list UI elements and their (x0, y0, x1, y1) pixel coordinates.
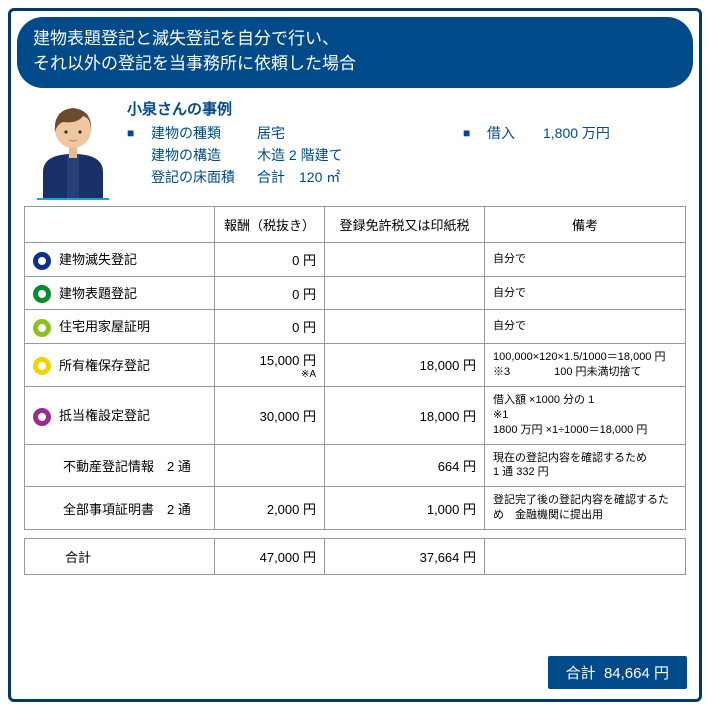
table-header-row: 報酬（税抜き） 登録免許税又は印紙税 備考 (25, 207, 686, 243)
row-name-cell: 抵当権設定登記 (25, 386, 215, 444)
col-fee: 報酬（税抜き） (215, 207, 325, 243)
row-note: 登記完了後の登記内容を確認するため 金融機関に提出用 (485, 487, 686, 530)
header-line1: 建物表題登記と滅失登記を自分で行い、 (33, 29, 339, 48)
table-row: 住宅用家屋証明 0 円 自分で (25, 310, 686, 344)
bullet-icon: ■ (463, 123, 481, 143)
row-name-cell: 不動産登記情報 2 通 (25, 444, 215, 487)
row-tax: 1,000 円 (325, 487, 485, 530)
row-tax (325, 276, 485, 310)
row-fee: 2,000 円 (215, 487, 325, 530)
table-row: 所有権保存登記 15,000 円※A18,000 円100,000×120×1.5… (25, 343, 686, 386)
row-name: 所有権保存登記 (59, 358, 150, 373)
circle-icon (33, 285, 51, 303)
case-label: 建物の構造 (151, 145, 251, 165)
table-row: 抵当権設定登記 30,000 円18,000 円借入額 ×1000 分の 1※11… (25, 386, 686, 444)
fee-table: 報酬（税抜き） 登録免許税又は印紙税 備考 建物滅失登記0 円自分で建物表題登記… (24, 206, 686, 530)
case-section: 小泉さんの事例 ■ 建物の種類 居宅 建物の構造 木造 2 階建て 登記の床面積… (11, 88, 699, 206)
sum-table: 合計 47,000 円 37,664 円 (24, 538, 686, 575)
header-banner: 建物表題登記と滅失登記を自分で行い、 それ以外の登記を当事務所に依頼した場合 (17, 17, 693, 88)
bullet-icon: ■ (127, 123, 145, 143)
document-frame: 建物表題登記と滅失登記を自分で行い、 それ以外の登記を当事務所に依頼した場合 小… (8, 8, 702, 702)
row-fee (215, 444, 325, 487)
row-tax: 18,000 円 (325, 386, 485, 444)
case-label: 借入 (487, 123, 537, 143)
row-note: 自分で (485, 276, 686, 310)
total-label: 合計 (566, 665, 596, 682)
row-fee: 0 円 (215, 310, 325, 344)
row-name-cell: 所有権保存登記 (25, 343, 215, 386)
row-tax: 664 円 (325, 444, 485, 487)
case-value: 木造 2 階建て (257, 145, 463, 165)
col-note: 備考 (485, 207, 686, 243)
sum-label: 合計 (25, 538, 215, 574)
table-row: 建物表題登記 0 円 自分で (25, 276, 686, 310)
row-name: 抵当権設定登記 (59, 408, 150, 423)
case-title: 小泉さんの事例 (123, 98, 687, 119)
row-name: 不動産登記情報 2 通 (33, 456, 191, 475)
case-right-block: ■ 借入 1,800 万円 (463, 123, 610, 187)
row-name-cell: 住宅用家屋証明 (25, 310, 215, 344)
row-tax (325, 243, 485, 277)
row-note: 借入額 ×1000 分の 1※11800 万円 ×1÷1000＝18,000 円 (485, 386, 686, 444)
row-note: 100,000×120×1.5/1000＝18,000 円※3 100 円未満切… (485, 343, 686, 386)
table-row: 不動産登記情報 2 通 664 円現在の登記内容を確認するため1 通 332 円 (25, 444, 686, 487)
row-name: 住宅用家屋証明 (59, 319, 150, 334)
circle-icon (33, 408, 51, 426)
row-note: 自分で (485, 243, 686, 277)
sum-fee: 47,000 円 (215, 538, 325, 574)
sum-row: 合計 47,000 円 37,664 円 (25, 538, 686, 574)
row-name-cell: 建物表題登記 (25, 276, 215, 310)
row-fee: 30,000 円 (215, 386, 325, 444)
circle-icon (33, 319, 51, 337)
circle-icon (33, 357, 51, 375)
row-fee-sub: ※A (223, 369, 316, 380)
row-fee: 15,000 円※A (215, 343, 325, 386)
case-left-block: ■ 建物の種類 居宅 建物の構造 木造 2 階建て 登記の床面積 合計 120 … (123, 123, 463, 187)
case-value: 合計 120 ㎡ (257, 167, 463, 187)
row-note: 現在の登記内容を確認するため1 通 332 円 (485, 444, 686, 487)
avatar-icon (29, 96, 117, 200)
case-label: 登記の床面積 (151, 167, 251, 187)
avatar-box (23, 96, 123, 200)
circle-icon (33, 252, 51, 270)
row-name-cell: 全部事項証明書 2 通 (25, 487, 215, 530)
col-name (25, 207, 215, 243)
row-name-cell: 建物滅失登記 (25, 243, 215, 277)
sum-note (485, 538, 686, 574)
total-value: 84,664 円 (604, 665, 669, 682)
row-note: 自分で (485, 310, 686, 344)
row-tax (325, 310, 485, 344)
row-tax: 18,000 円 (325, 343, 485, 386)
total-badge: 合計 84,664 円 (548, 656, 687, 689)
case-grid: ■ 建物の種類 居宅 建物の構造 木造 2 階建て 登記の床面積 合計 120 … (123, 123, 687, 187)
row-fee: 0 円 (215, 243, 325, 277)
row-name: 建物表題登記 (59, 286, 137, 301)
case-info: 小泉さんの事例 ■ 建物の種類 居宅 建物の構造 木造 2 階建て 登記の床面積… (123, 96, 687, 200)
row-name: 全部事項証明書 2 通 (33, 499, 191, 518)
header-line2: それ以外の登記を当事務所に依頼した場合 (33, 54, 356, 73)
sum-tax: 37,664 円 (325, 538, 485, 574)
table-row: 全部事項証明書 2 通 2,000 円1,000 円登記完了後の登記内容を確認する… (25, 487, 686, 530)
case-value: 居宅 (257, 123, 463, 143)
case-label: 建物の種類 (151, 123, 251, 143)
case-value: 1,800 万円 (543, 123, 610, 143)
table-row: 建物滅失登記 0 円 自分で (25, 243, 686, 277)
row-fee: 0 円 (215, 276, 325, 310)
row-name: 建物滅失登記 (59, 252, 137, 267)
col-tax: 登録免許税又は印紙税 (325, 207, 485, 243)
